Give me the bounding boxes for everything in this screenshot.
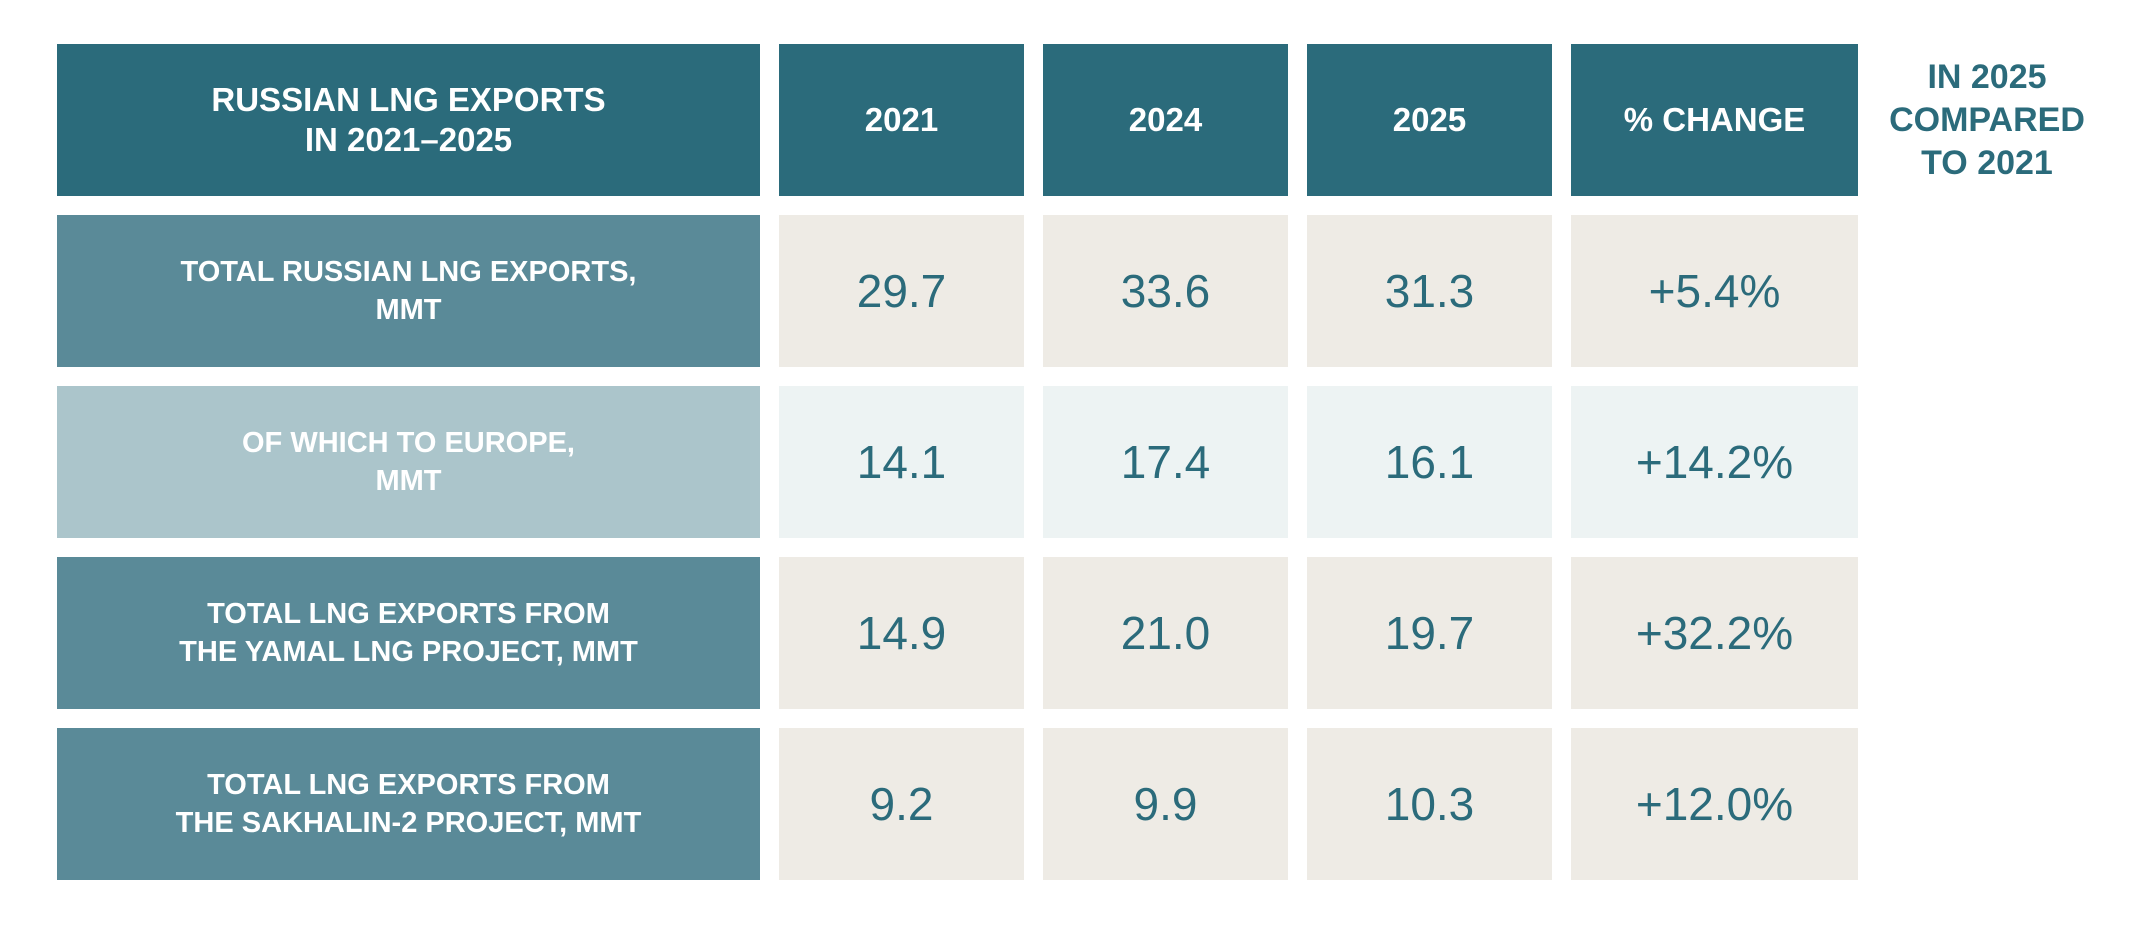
row-label-sakhalin: TOTAL LNG EXPORTS FROM THE SAKHALIN-2 PR…	[57, 728, 760, 880]
column-header-change: % CHANGE	[1571, 44, 1858, 196]
row-label-yamal: TOTAL LNG EXPORTS FROM THE YAMAL LNG PRO…	[57, 557, 760, 709]
cell-total-2025: 31.3	[1307, 215, 1552, 367]
cell-sakhalin-2021: 9.2	[779, 728, 1024, 880]
cell-sakhalin-2025: 10.3	[1307, 728, 1552, 880]
column-header-2024: 2024	[1043, 44, 1288, 196]
cell-yamal-2021: 14.9	[779, 557, 1024, 709]
cell-total-2021: 29.7	[779, 215, 1024, 367]
cell-europe-2021: 14.1	[779, 386, 1024, 538]
column-header-2025: 2025	[1307, 44, 1552, 196]
table-title: RUSSIAN LNG EXPORTS IN 2021–2025	[57, 44, 760, 196]
cell-yamal-change: +32.2%	[1571, 557, 1858, 709]
row-label-europe: OF WHICH TO EUROPE, MMT	[57, 386, 760, 538]
cell-total-change: +5.4%	[1571, 215, 1858, 367]
cell-yamal-2024: 21.0	[1043, 557, 1288, 709]
change-column-note: IN 2025 COMPARED TO 2021	[1889, 58, 2085, 182]
lng-exports-table: RUSSIAN LNG EXPORTS IN 2021–2025 2021 20…	[57, 44, 1858, 880]
cell-europe-change: +14.2%	[1571, 386, 1858, 538]
cell-sakhalin-change: +12.0%	[1571, 728, 1858, 880]
cell-yamal-2025: 19.7	[1307, 557, 1552, 709]
cell-europe-2024: 17.4	[1043, 386, 1288, 538]
column-header-2021: 2021	[779, 44, 1024, 196]
cell-europe-2025: 16.1	[1307, 386, 1552, 538]
row-label-total-exports: TOTAL RUSSIAN LNG EXPORTS, MMT	[57, 215, 760, 367]
cell-sakhalin-2024: 9.9	[1043, 728, 1288, 880]
cell-total-2024: 33.6	[1043, 215, 1288, 367]
